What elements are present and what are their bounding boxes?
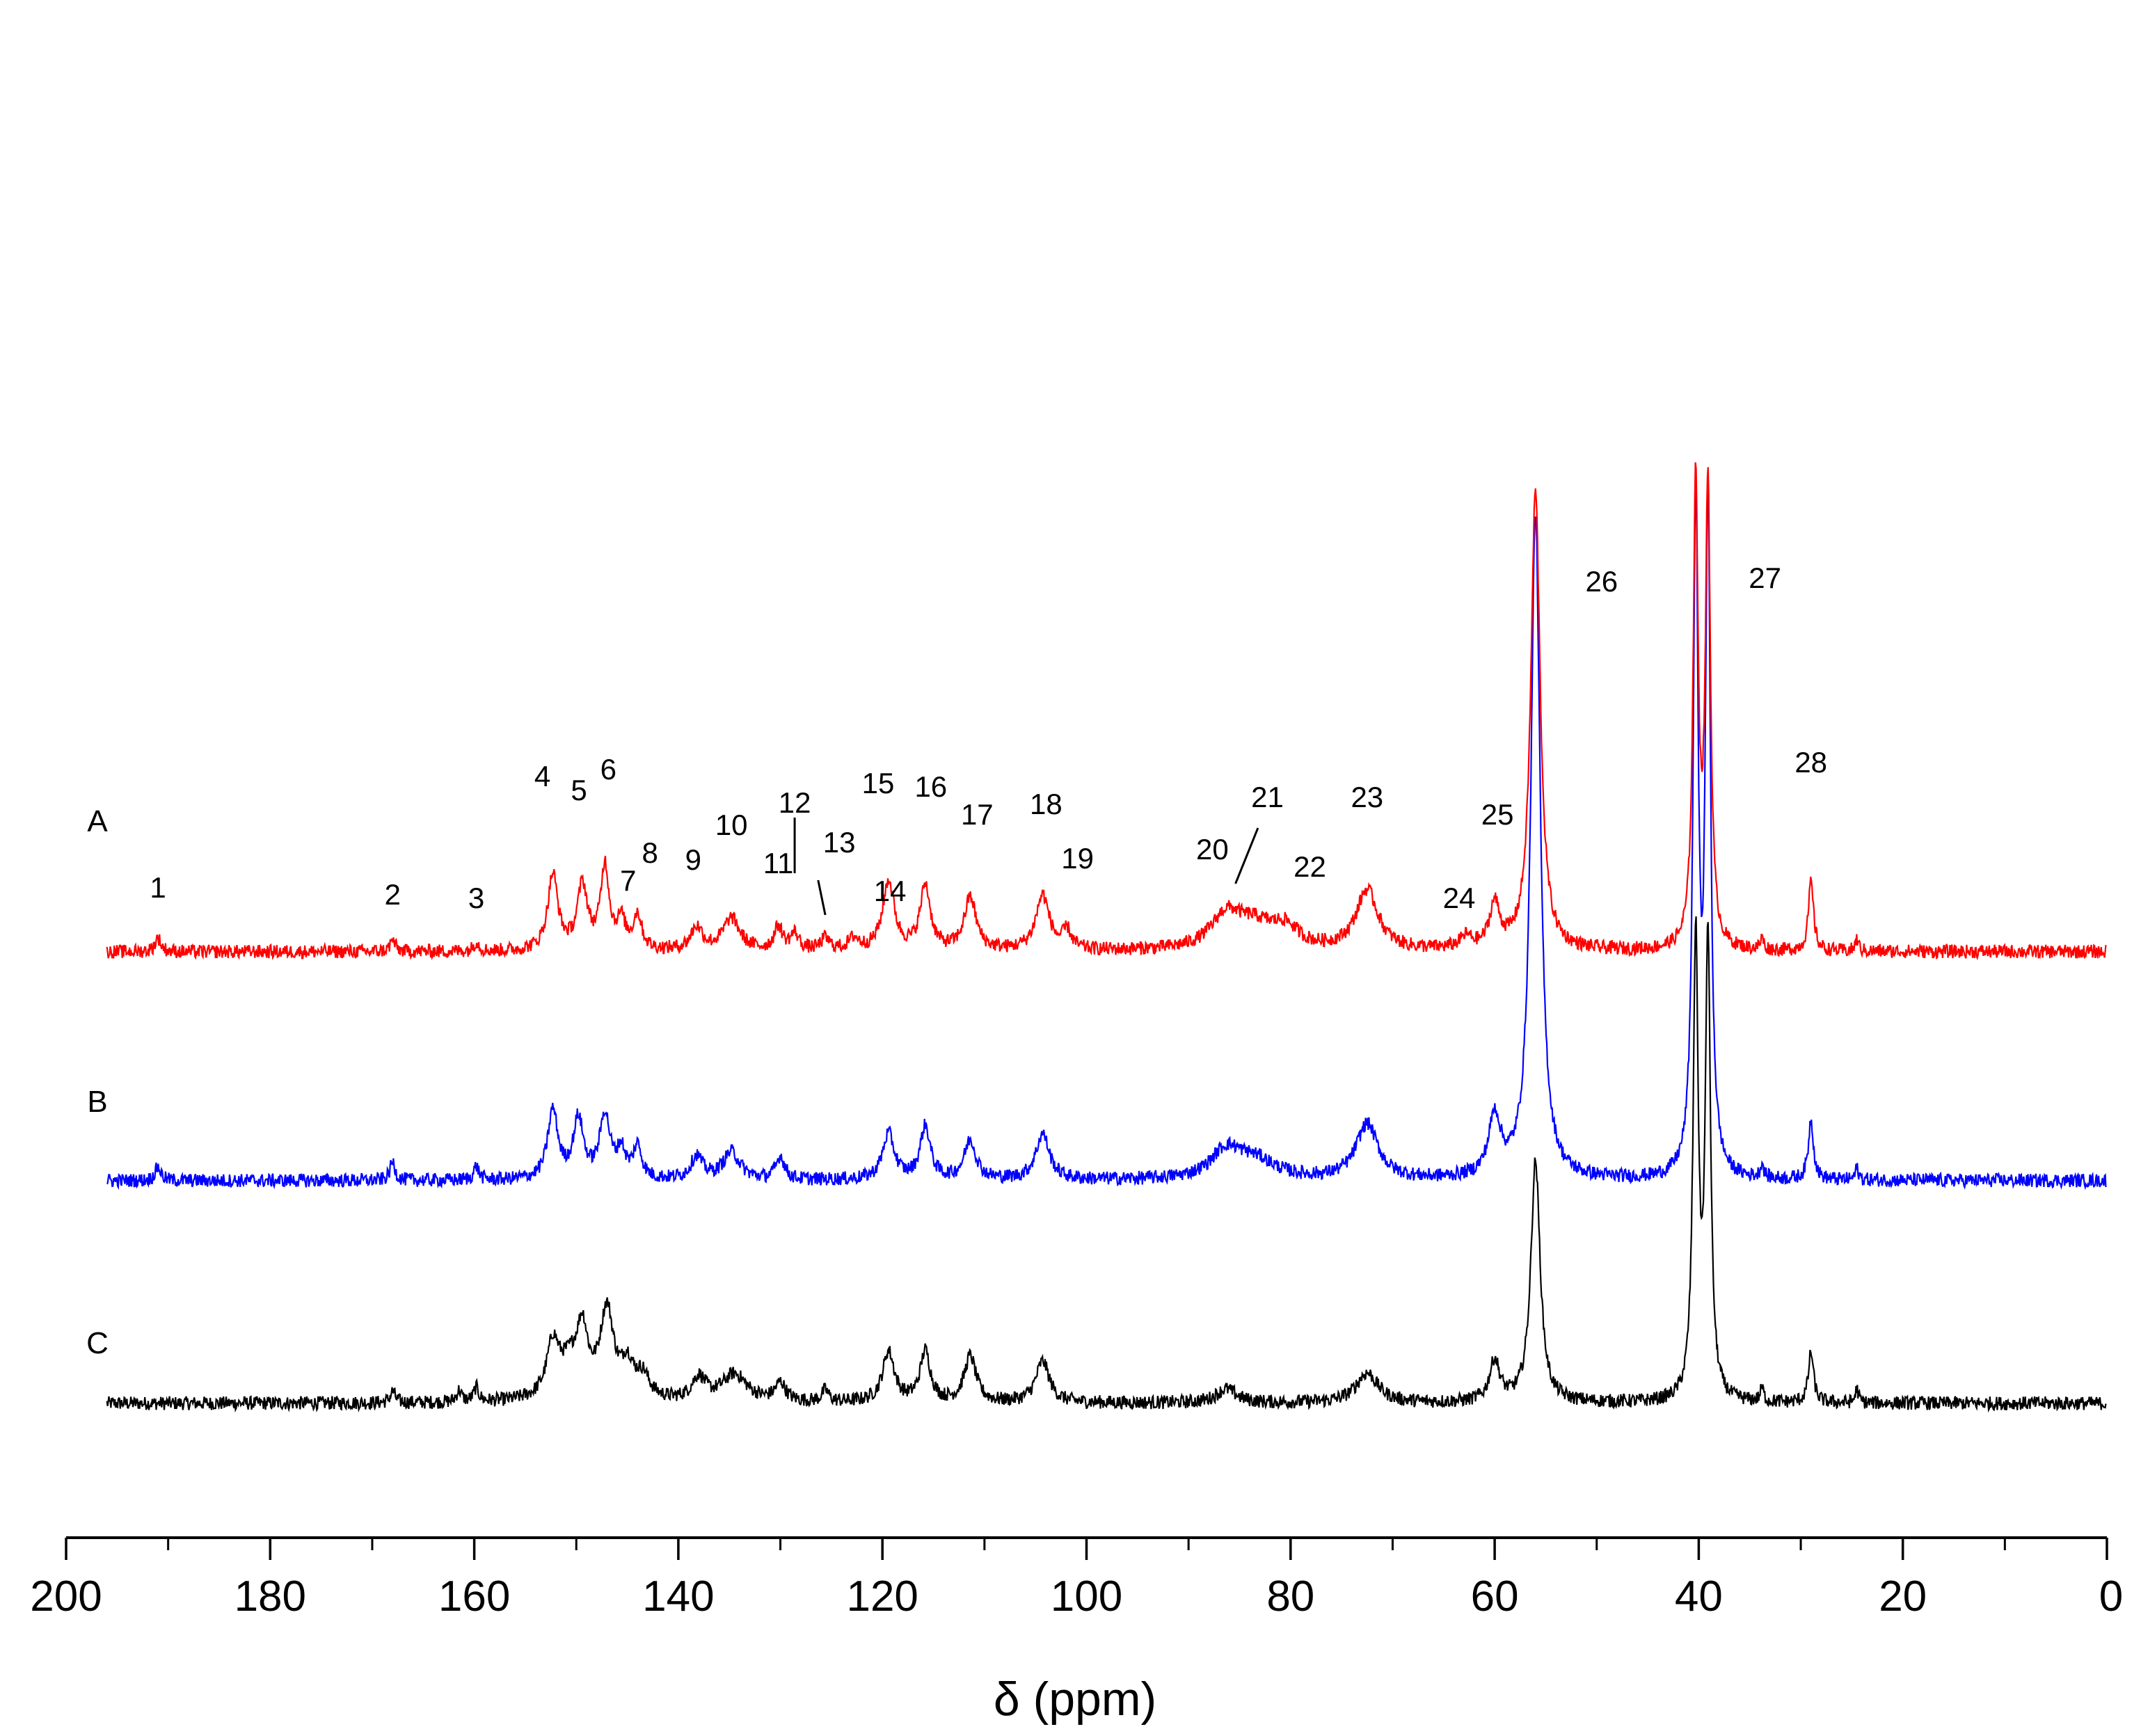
peak-label-1: 1 bbox=[150, 871, 166, 904]
x-tick-label: 140 bbox=[642, 1572, 714, 1620]
peak-label-26: 26 bbox=[1585, 565, 1618, 598]
spectrum-labels: A B C bbox=[86, 804, 109, 1360]
x-axis: 200 180 160 140 120 100 80 60 40 20 0 bbox=[30, 1536, 2123, 1620]
x-tick-label: 20 bbox=[1879, 1572, 1927, 1620]
spectrum-trace-B bbox=[106, 479, 2107, 1190]
x-tick-label: 200 bbox=[30, 1572, 102, 1620]
peak-label-14: 14 bbox=[874, 875, 907, 907]
x-tick-label: 120 bbox=[846, 1572, 918, 1620]
peak-label-10: 10 bbox=[715, 809, 748, 841]
x-tick-label: 180 bbox=[234, 1572, 306, 1620]
peak-label-24: 24 bbox=[1443, 882, 1476, 914]
peak-label-18: 18 bbox=[1030, 788, 1062, 820]
x-tick-label: 160 bbox=[438, 1572, 510, 1620]
spectrum-trace-C bbox=[106, 916, 2107, 1413]
peak-label-25: 25 bbox=[1481, 798, 1514, 831]
leader-21 bbox=[1234, 827, 1259, 884]
peak-label-27: 27 bbox=[1749, 562, 1781, 594]
x-tick-label: 100 bbox=[1051, 1572, 1122, 1620]
spectrum-label-A: A bbox=[87, 804, 108, 838]
peak-label-11: 11 bbox=[763, 847, 794, 879]
x-axis-title: δ (ppm) bbox=[994, 1673, 1156, 1726]
x-tick-label: 0 bbox=[2099, 1572, 2123, 1620]
peak-label-3: 3 bbox=[468, 882, 484, 914]
x-tick-label: 80 bbox=[1266, 1572, 1314, 1620]
leader-13 bbox=[817, 879, 827, 916]
peak-label-6: 6 bbox=[600, 753, 616, 786]
peak-label-7: 7 bbox=[620, 864, 636, 897]
peak-label-19: 19 bbox=[1061, 842, 1094, 875]
x-tick-label: 60 bbox=[1471, 1572, 1519, 1620]
peak-label-13: 13 bbox=[823, 826, 856, 859]
spectrum-traces bbox=[106, 462, 2107, 1413]
peak-label-4: 4 bbox=[534, 760, 550, 793]
peak-label-22: 22 bbox=[1294, 850, 1326, 883]
x-tick-label: 40 bbox=[1675, 1572, 1723, 1620]
peak-label-21: 21 bbox=[1251, 781, 1284, 813]
peak-label-28: 28 bbox=[1794, 746, 1827, 779]
peak-label-5: 5 bbox=[571, 774, 587, 806]
spectrum-label-C: C bbox=[86, 1326, 109, 1360]
peak-label-20: 20 bbox=[1196, 833, 1229, 866]
peak-label-17: 17 bbox=[961, 798, 994, 831]
peak-label-2: 2 bbox=[385, 878, 401, 911]
spectrum-label-B: B bbox=[87, 1085, 107, 1119]
peak-label-16: 16 bbox=[914, 770, 947, 803]
peak-label-12: 12 bbox=[779, 786, 811, 819]
peak-label-9: 9 bbox=[685, 843, 701, 876]
peak-label-15: 15 bbox=[862, 767, 895, 799]
spectrum-trace-A bbox=[106, 462, 2107, 961]
peak-label-23: 23 bbox=[1351, 781, 1383, 813]
peak-label-8: 8 bbox=[642, 836, 658, 869]
